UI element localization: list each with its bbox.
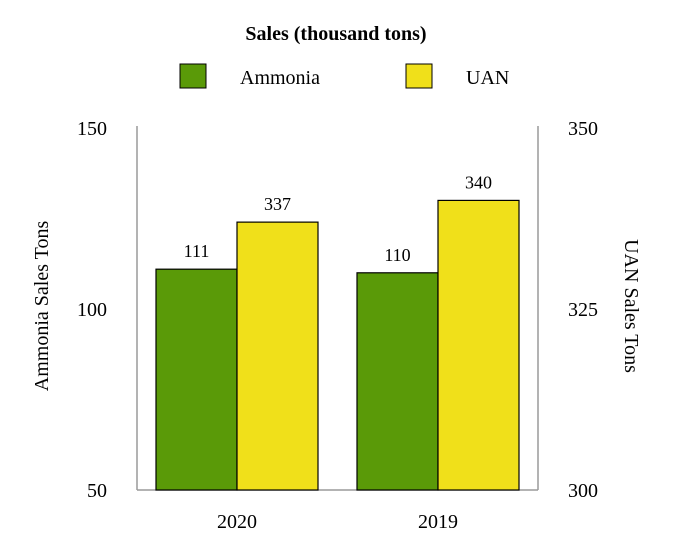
bar-uan-2019 xyxy=(437,199,520,491)
category-labels: 2020 2019 xyxy=(217,511,458,533)
legend-swatch-uan xyxy=(405,63,433,89)
bar-ammonia-2019 xyxy=(356,272,439,491)
chart-title: Sales (thousand tons) xyxy=(245,23,426,45)
legend-label-ammonia: Ammonia xyxy=(240,67,320,89)
legend: Ammonia UAN xyxy=(179,63,509,89)
left-tick-label: 100 xyxy=(77,299,107,321)
category-label-2019: 2019 xyxy=(418,511,458,533)
data-label-ammonia-2019: 110 xyxy=(384,245,410,265)
left-axis-title: Ammonia Sales Tons xyxy=(31,221,53,392)
data-label-uan-2019: 340 xyxy=(465,172,492,192)
left-tick-label: 50 xyxy=(87,480,107,502)
data-label-ammonia-2020: 111 xyxy=(184,241,210,261)
left-tick-label: 150 xyxy=(77,118,107,140)
legend-swatch-ammonia xyxy=(179,63,207,89)
legend-label-uan: UAN xyxy=(466,67,509,89)
right-tick-label: 325 xyxy=(568,299,598,321)
category-label-2020: 2020 xyxy=(217,511,257,533)
bars-group: 111 337 110 340 xyxy=(155,172,520,491)
data-label-uan-2020: 337 xyxy=(264,194,291,214)
right-tick-label: 300 xyxy=(568,480,598,502)
right-axis-title: UAN Sales Tons xyxy=(620,239,642,373)
bar-ammonia-2020 xyxy=(155,268,238,491)
right-tick-label: 350 xyxy=(568,118,598,140)
bar-uan-2020 xyxy=(236,221,319,491)
